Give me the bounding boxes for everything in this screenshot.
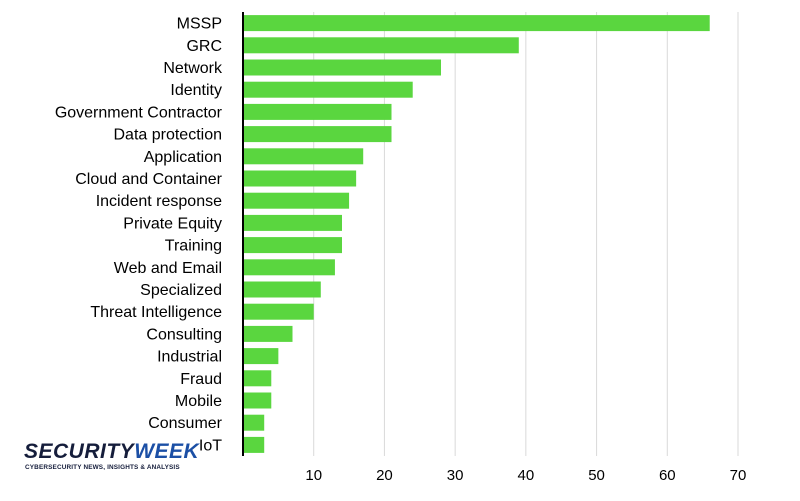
category-label: Data protection bbox=[113, 127, 222, 144]
category-label: GRC bbox=[186, 38, 222, 55]
category-label: Web and Email bbox=[114, 260, 222, 277]
x-tick-label: 30 bbox=[447, 467, 464, 484]
securityweek-logo: SECURITYWEEK CYBERSECURITY NEWS, INSIGHT… bbox=[24, 440, 199, 474]
category-label: Cloud and Container bbox=[75, 171, 222, 188]
category-label: Training bbox=[165, 238, 222, 255]
bar-specialized bbox=[243, 281, 321, 298]
category-label: Mobile bbox=[175, 393, 222, 410]
bar-mobile bbox=[243, 392, 272, 409]
x-tick-label: 60 bbox=[659, 467, 676, 484]
x-tick-label: 20 bbox=[376, 467, 393, 484]
bar-identity bbox=[243, 81, 413, 98]
bar-fraud bbox=[243, 370, 272, 387]
bar-network bbox=[243, 59, 441, 76]
category-label: MSSP bbox=[177, 16, 222, 33]
bar-incident-response bbox=[243, 192, 350, 209]
bar-threat-intelligence bbox=[243, 303, 314, 320]
bar-private-equity bbox=[243, 214, 342, 231]
category-label: Industrial bbox=[157, 349, 222, 366]
bar-industrial bbox=[243, 348, 279, 365]
category-label: Network bbox=[163, 60, 223, 77]
bar-web-and-email bbox=[243, 259, 335, 276]
bar-cloud-and-container bbox=[243, 170, 357, 187]
logo-tagline: CYBERSECURITY NEWS, INSIGHTS & ANALYSIS bbox=[25, 464, 180, 471]
bars bbox=[243, 15, 710, 453]
bar-data-protection bbox=[243, 126, 392, 143]
gridlines bbox=[313, 12, 739, 456]
bar-government-contractor bbox=[243, 103, 392, 120]
category-label: Fraud bbox=[180, 371, 222, 388]
bar-application bbox=[243, 148, 364, 165]
category-label: Application bbox=[144, 149, 222, 166]
category-label: Threat Intelligence bbox=[90, 304, 222, 321]
category-label: Consulting bbox=[146, 326, 222, 343]
logo-brand-right: WEEK bbox=[134, 440, 200, 463]
logo-brand-left: SECURITY bbox=[24, 440, 135, 463]
bar-grc bbox=[243, 37, 519, 54]
bar-consumer bbox=[243, 414, 265, 431]
bar-mssp bbox=[243, 15, 710, 32]
x-tick-labels: 10 20 30 40 50 60 70 bbox=[305, 467, 746, 484]
x-tick-label: 50 bbox=[588, 467, 605, 484]
x-tick-label: 40 bbox=[518, 467, 535, 484]
category-label: Private Equity bbox=[123, 215, 222, 232]
category-label: Identity bbox=[170, 82, 222, 99]
category-label: Government Contractor bbox=[55, 104, 223, 121]
category-label: Incident response bbox=[96, 193, 222, 210]
bar-consulting bbox=[243, 325, 293, 342]
category-label: IoT bbox=[199, 437, 222, 454]
logo-wordmark: SECURITYWEEK bbox=[24, 440, 199, 464]
bar-iot bbox=[243, 436, 265, 453]
category-labels: MSSP GRC Network Identity Government Contrac… bbox=[55, 16, 223, 455]
x-tick-label: 10 bbox=[305, 467, 322, 484]
bar-training bbox=[243, 237, 342, 254]
category-label: Specialized bbox=[140, 282, 222, 299]
x-tick-label: 70 bbox=[730, 467, 747, 484]
category-label: Consumer bbox=[148, 415, 222, 432]
